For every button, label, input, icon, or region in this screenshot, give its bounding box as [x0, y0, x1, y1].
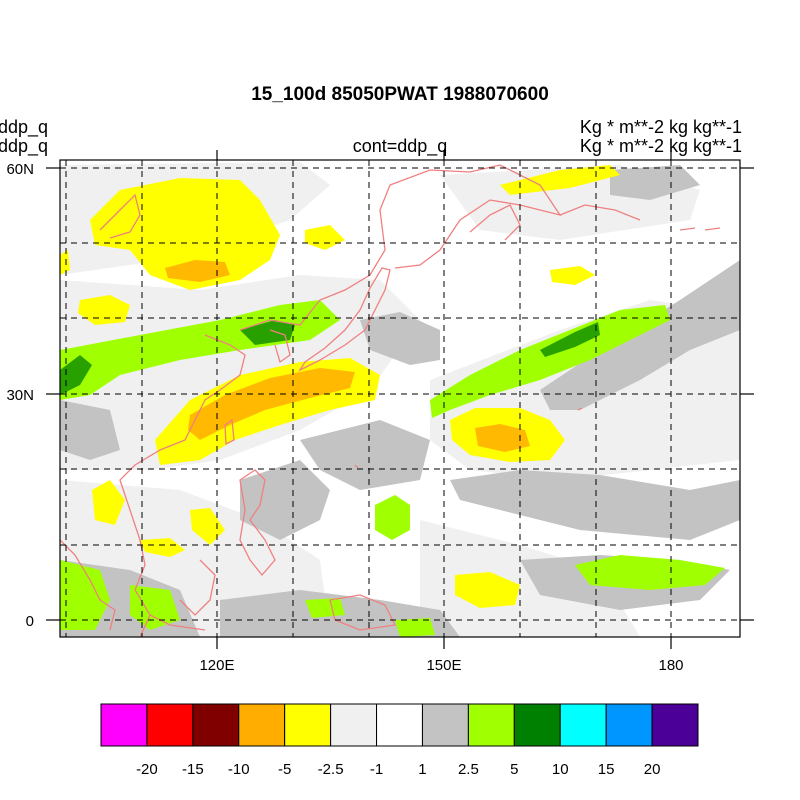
yellow-region-12: [60, 250, 70, 275]
yellow-region-10: [140, 538, 185, 557]
colorbar-label: 2.5: [458, 761, 479, 778]
yellow-region-7: [550, 266, 595, 285]
colorbar-label: -15: [182, 761, 204, 778]
variable-label-top: ddp_q: [0, 117, 49, 137]
green-region-6: [130, 585, 180, 630]
colorbar: -20 -15 -10 -5 -2.5 -1 1 2.5 5 10 15 20: [100, 703, 699, 778]
green-region-7: [305, 598, 345, 618]
chart-title: 15_100d 85050PWAT 1988070600: [251, 84, 549, 105]
green-region-5: [60, 560, 110, 630]
yellow-region-9: [190, 508, 225, 545]
colorbar-swatch: [376, 703, 423, 747]
y-tick-label-60n: 60N: [6, 161, 34, 178]
colorbar-swatch: [513, 703, 561, 747]
colorbar-label: 20: [644, 761, 661, 778]
coastline-taiwan: [224, 418, 235, 446]
gray-region-1: [240, 460, 330, 540]
x-tick-label-180: 180: [658, 657, 683, 674]
colorbar-swatch: [467, 703, 515, 747]
variable-label-bottom: ddp_q: [0, 136, 49, 156]
colorbar-label: -2.5: [318, 761, 344, 778]
x-tick-label-120e: 120E: [199, 657, 234, 674]
yellow-region-8: [92, 480, 125, 525]
colorbar-label: -1: [370, 761, 383, 778]
y-tick-label-30n: 30N: [6, 387, 34, 404]
coastline-japan: [298, 267, 391, 372]
coastline-kamchatka: [469, 204, 641, 241]
gray-region-5: [360, 312, 440, 365]
green-region-2: [430, 305, 670, 418]
gray-region-2: [300, 420, 430, 490]
colorbar-swatch: [238, 703, 286, 747]
gray-region-3: [450, 470, 740, 540]
colorbar-swatch: [100, 703, 148, 747]
colorbar-label: 1: [418, 761, 426, 778]
orange-region-3: [475, 424, 530, 452]
grid-lines: [60, 160, 740, 637]
gray-region-10: [610, 165, 700, 200]
tick-marks: [46, 150, 754, 649]
green-region-4: [575, 555, 725, 590]
colorbar-label: -10: [228, 761, 250, 778]
darkgreen-region-1: [240, 320, 295, 345]
green-region-8: [395, 618, 435, 637]
units-label-bottom: Kg * m**-2 kg kg**-1: [579, 136, 742, 156]
colorbar-swatch: [421, 703, 469, 747]
colorbar-label: 15: [598, 761, 615, 778]
yellow-region-5: [305, 225, 345, 250]
colorbar-label: -20: [136, 761, 158, 778]
x-tick-label-150e: 150E: [426, 657, 461, 674]
contour-label: cont=ddp_q: [352, 136, 448, 156]
yellow-region-6: [500, 165, 620, 195]
plot-frame: [59, 159, 741, 638]
gray-region-9: [60, 400, 120, 460]
yellow-region-11: [455, 572, 520, 608]
coastline-korea: [269, 329, 291, 364]
units-label-top: Kg * m**-2 kg kg**-1: [579, 117, 742, 137]
light-region-5: [420, 520, 640, 637]
coastline-islands: [354, 227, 721, 469]
y-tick-label-0: 0: [26, 613, 34, 630]
colorbar-label: 5: [510, 761, 518, 778]
green-region-3: [375, 495, 410, 540]
colorbar-swatch: [605, 703, 653, 747]
darkgreen-region-2: [60, 355, 92, 395]
colorbar-swatch: [330, 703, 378, 747]
colorbar-label: -5: [278, 761, 291, 778]
coastlines: [60, 164, 721, 637]
coastline-asia: [99, 164, 562, 637]
coastline-philippines: [239, 469, 276, 577]
colorbar-swatch: [284, 703, 332, 747]
colorbar-swatch: [146, 703, 194, 747]
colorbar-swatch: [559, 703, 607, 747]
shaded-field: [60, 162, 740, 637]
colorbar-swatch: [651, 703, 699, 747]
colorbar-swatch: [192, 703, 240, 747]
plot-area: 60N 30N 0 120E 150E 180: [6, 150, 754, 674]
darkgreen-region-3: [540, 322, 600, 357]
colorbar-label: 10: [552, 761, 569, 778]
orange-region-1: [165, 260, 230, 282]
